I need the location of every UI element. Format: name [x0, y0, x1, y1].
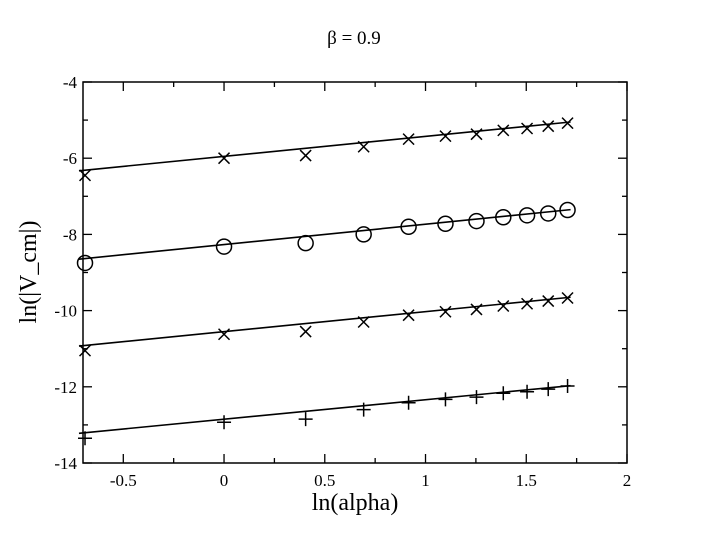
data-point-x [218, 152, 231, 165]
fit-line-series-1 [78, 121, 571, 172]
y-tick-label: -10 [54, 302, 77, 321]
data-point-x [299, 325, 312, 338]
data-point-x [521, 122, 534, 135]
chart-title: β = 0.9 [327, 28, 381, 49]
axis-ticks [83, 81, 628, 464]
data-point-circle [539, 205, 557, 222]
data-point-x [357, 315, 370, 329]
axis-tick-labels: -0.5 0 0.5 1 1.5 2 -14 -12 -10 -8 -6 -4 [54, 73, 631, 490]
data-point-x [470, 303, 483, 316]
data-point-x [561, 291, 574, 305]
series-4 [78, 379, 575, 446]
data-point-circle [400, 218, 417, 236]
data-point-circle [468, 212, 485, 230]
fit-line-series-3 [78, 296, 571, 347]
y-tick-label: -12 [54, 378, 77, 397]
fit-line-series-2 [78, 208, 571, 260]
data-point-x [78, 169, 92, 182]
data-point-circle [437, 215, 454, 232]
fit-line-series-4 [78, 384, 571, 435]
data-point-circle [76, 254, 94, 272]
data-point-plus [469, 390, 484, 405]
x-tick-label: 1.5 [516, 471, 537, 490]
y-tick-label: -8 [63, 225, 77, 244]
data-point-circle [559, 201, 576, 219]
fit-lines [78, 121, 571, 435]
x-tick-label: -0.5 [110, 471, 137, 490]
x-tick-label: 2 [623, 471, 632, 490]
data-point-circle [215, 238, 233, 255]
data-point-x [542, 295, 555, 308]
data-markers [76, 117, 576, 446]
data-point-x [542, 120, 555, 133]
data-point-plus [78, 431, 93, 446]
data-point-circle [495, 209, 512, 226]
data-point-x [561, 117, 574, 130]
data-point-plus [520, 384, 535, 399]
data-point-x [497, 299, 510, 313]
data-point-circle [297, 234, 314, 252]
data-point-x [402, 309, 415, 322]
data-point-x [299, 149, 312, 162]
data-point-x [439, 305, 452, 318]
y-axis-label: ln(|V_cm|) [16, 221, 42, 324]
series-3 [78, 291, 574, 357]
y-tick-label: -6 [63, 149, 77, 168]
data-point-plus [401, 395, 416, 410]
data-point-plus [217, 415, 232, 430]
data-point-plus [438, 392, 453, 407]
series-2 [76, 201, 576, 272]
data-point-plus [298, 412, 313, 427]
data-point-x [470, 128, 483, 141]
data-point-x [497, 124, 510, 137]
data-point-circle [518, 207, 536, 224]
data-point-plus [541, 382, 556, 397]
x-tick-label: 0 [220, 471, 229, 490]
x-axis-label: ln(alpha) [312, 490, 399, 516]
data-point-plus [560, 379, 575, 394]
data-point-circle [355, 226, 372, 243]
data-point-x [402, 133, 415, 146]
x-tick-label: 1 [421, 471, 430, 490]
data-point-plus [356, 402, 371, 417]
data-point-x [439, 130, 452, 143]
series-1 [78, 117, 574, 182]
data-point-plus [496, 386, 511, 401]
x-tick-label: 0.5 [314, 471, 335, 490]
data-point-x [78, 344, 92, 357]
data-point-x [357, 140, 370, 153]
y-tick-label: -14 [54, 454, 77, 473]
data-point-x [218, 328, 231, 341]
y-tick-label: -4 [63, 73, 78, 92]
data-point-x [521, 297, 534, 310]
